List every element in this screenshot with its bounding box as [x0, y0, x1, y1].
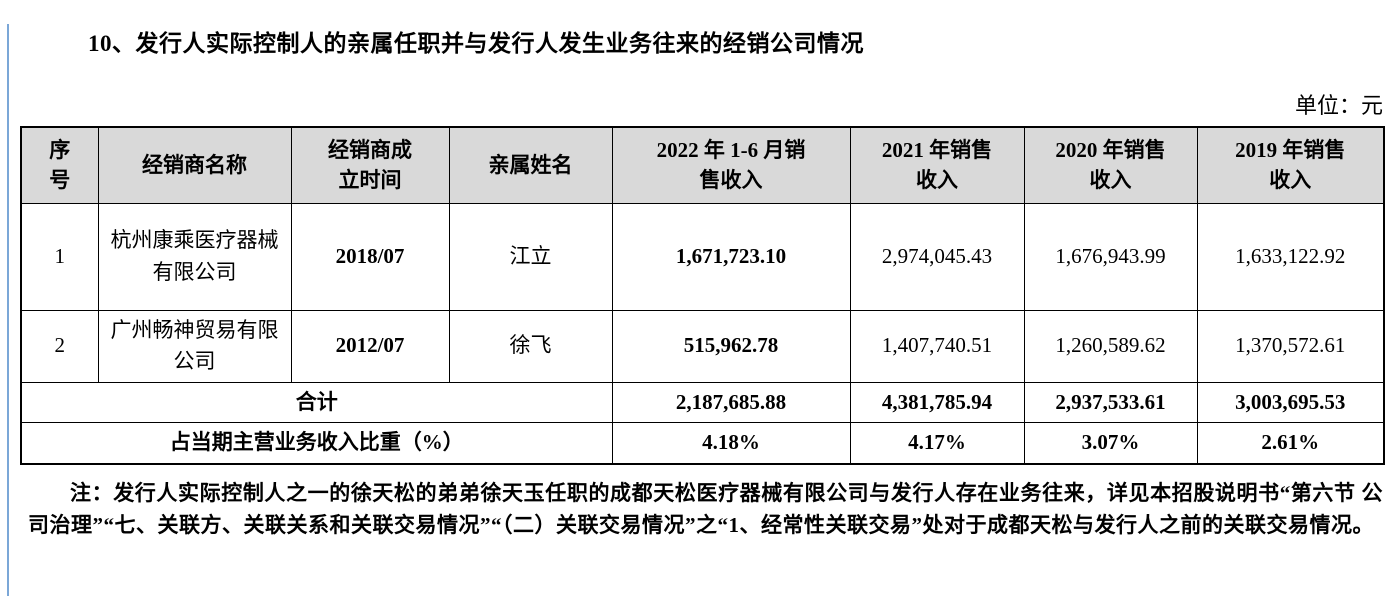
cell-sales-2020: 1,260,589.62 — [1023, 309, 1198, 383]
col-header-established: 经销商成 立时间 — [290, 126, 450, 204]
total-row: 合计 2,187,685.88 4,381,785.94 2,937,533.6… — [20, 381, 1385, 423]
cell-distributor-name: 杭州康乘医疗器械有限公司 — [97, 202, 292, 311]
col-header-relative-name: 亲属姓名 — [448, 126, 613, 204]
cell-relative-name: 徐飞 — [448, 309, 613, 383]
cell-sales-2019: 1,370,572.61 — [1196, 309, 1385, 383]
col-header-sales-2022: 2022 年 1-6 月销 售收入 — [611, 126, 851, 204]
cell-sales-2021: 1,407,740.51 — [849, 309, 1025, 383]
cell-index: 2 — [20, 309, 99, 383]
cell-index: 1 — [20, 202, 99, 311]
section-title: 10、发行人实际控制人的亲属任职并与发行人发生业务往来的经销公司情况 — [88, 31, 864, 56]
total-sales-2019: 3,003,695.53 — [1196, 381, 1385, 423]
cell-relative-name: 江立 — [448, 202, 613, 311]
ratio-row: 占当期主营业务收入比重（%） 4.18% 4.17% 3.07% 2.61% — [20, 422, 1385, 464]
cell-distributor-name: 广州畅神贸易有限公司 — [97, 309, 292, 383]
col-header-sales-2021: 2021 年销售 收入 — [849, 126, 1025, 204]
col-header-distributor-name: 经销商名称 — [97, 126, 292, 204]
ratio-label: 占当期主营业务收入比重（%） — [20, 422, 613, 464]
cell-established: 2012/07 — [290, 309, 450, 383]
cell-sales-2022: 1,671,723.10 — [611, 202, 851, 311]
total-sales-2021: 4,381,785.94 — [849, 381, 1025, 423]
total-sales-2022: 2,187,685.88 — [611, 381, 851, 423]
total-label: 合计 — [20, 381, 613, 423]
cell-established: 2018/07 — [290, 202, 450, 311]
cell-sales-2020: 1,676,943.99 — [1023, 202, 1198, 311]
distributor-table: 序 号 经销商名称 经销商成 立时间 亲属姓名 2022 年 1-6 月销 售收… — [20, 126, 1385, 465]
table-header: 序 号 经销商名称 经销商成 立时间 亲属姓名 2022 年 1-6 月销 售收… — [20, 126, 1385, 204]
ratio-2022: 4.18% — [611, 422, 851, 464]
cell-sales-2019: 1,633,122.92 — [1196, 202, 1385, 311]
unit-label: 单位：元 — [1294, 93, 1383, 118]
cell-sales-2022: 515,962.78 — [611, 309, 851, 383]
ratio-2019: 2.61% — [1196, 422, 1385, 464]
cell-sales-2021: 2,974,045.43 — [849, 202, 1025, 311]
table-row: 1 杭州康乘医疗器械有限公司 2018/07 江立 1,671,723.10 2… — [20, 202, 1385, 311]
total-sales-2020: 2,937,533.61 — [1023, 381, 1198, 423]
col-header-sales-2019: 2019 年销售 收入 — [1196, 126, 1385, 204]
ratio-2020: 3.07% — [1023, 422, 1198, 464]
footnote: 注：发行人实际控制人之一的徐天松的弟弟徐天玉任职的成都天松医疗器械有限公司与发行… — [28, 480, 1383, 538]
table-row: 2 广州畅神贸易有限公司 2012/07 徐飞 515,962.78 1,407… — [20, 309, 1385, 383]
col-header-index: 序 号 — [20, 126, 99, 204]
document-page: 10、发行人实际控制人的亲属任职并与发行人发生业务往来的经销公司情况 单位：元 … — [0, 24, 1392, 596]
ratio-2021: 4.17% — [849, 422, 1025, 464]
left-margin-rule — [7, 24, 9, 596]
col-header-sales-2020: 2020 年销售 收入 — [1023, 126, 1198, 204]
header-row: 序 号 经销商名称 经销商成 立时间 亲属姓名 2022 年 1-6 月销 售收… — [20, 126, 1385, 204]
